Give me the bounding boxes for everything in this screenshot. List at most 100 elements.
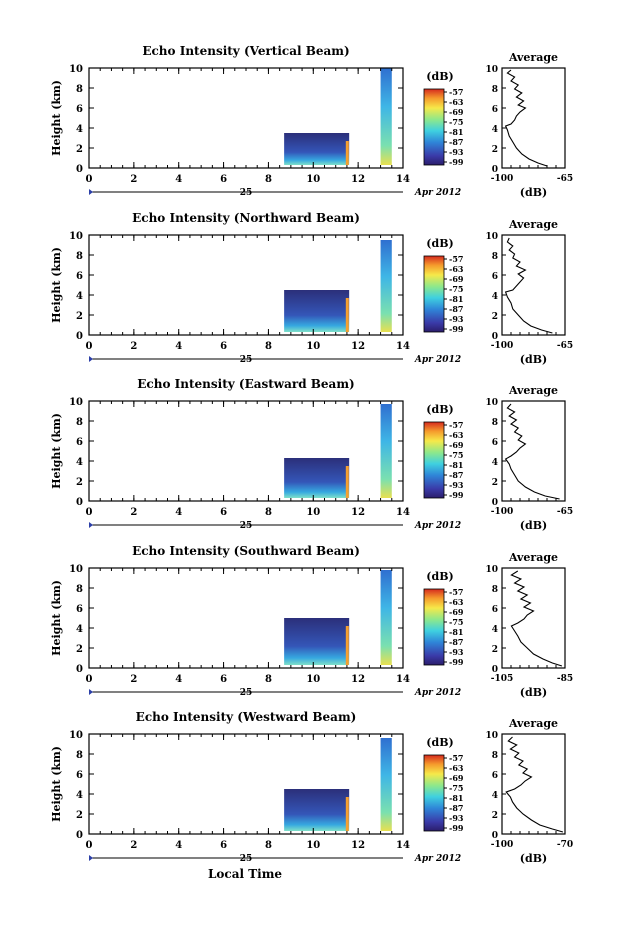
average-y-tick-label: 2 xyxy=(492,811,498,821)
date-axis-marker xyxy=(89,356,93,362)
average-y-tick-label: 2 xyxy=(492,645,498,655)
echo-strong-edge xyxy=(345,797,349,831)
month-label: Apr 2012 xyxy=(414,188,461,198)
colorbar-tick-label: -57 xyxy=(449,87,463,97)
colorbar-unit: (dB) xyxy=(426,70,453,83)
average-x-unit: (dB) xyxy=(520,353,547,366)
y-tick-label: 0 xyxy=(76,331,83,342)
colorbar-tick-label: -69 xyxy=(449,274,464,284)
x-tick-label: 14 xyxy=(396,341,410,352)
x-tick-label: 0 xyxy=(86,507,93,518)
panel-2: Echo Intensity (Eastward Beam) 0 2 4 6 8 10 12 1… xyxy=(50,377,573,532)
colorbar-tick-label: -69 xyxy=(449,440,464,450)
month-label: Apr 2012 xyxy=(414,688,461,698)
colorbar-tick-label: -93 xyxy=(449,314,464,324)
y-tick-label: 8 xyxy=(76,417,83,428)
colorbar-tick-label: -75 xyxy=(449,450,463,460)
colorbar-tick-label: -75 xyxy=(449,783,463,793)
panel-1: Echo Intensity (Northward Beam) 0 2 4 6 8 10 12… xyxy=(50,211,573,366)
y-tick-label: 10 xyxy=(69,730,83,741)
y-axis-label: Height (km) xyxy=(50,746,63,822)
x-tick-label: 8 xyxy=(265,174,272,185)
echo-block xyxy=(380,404,392,498)
average-profile-line xyxy=(504,237,553,334)
x-tick-label: 2 xyxy=(130,507,137,518)
y-tick-label: 6 xyxy=(76,604,83,615)
panel-title: Echo Intensity (Vertical Beam) xyxy=(142,44,349,58)
x-tick-label: 4 xyxy=(175,507,182,518)
y-tick-label: 6 xyxy=(76,104,83,115)
panel-0: Echo Intensity (Vertical Beam) 0 2 4 6 8 10 12 1… xyxy=(50,44,573,199)
y-tick-label: 0 xyxy=(76,664,83,675)
colorbar-tick-label: -87 xyxy=(449,470,463,480)
x-tick-label: 14 xyxy=(396,840,410,851)
colorbar-tick-label: -69 xyxy=(449,773,464,783)
x-tick-label: 12 xyxy=(351,674,365,685)
average-x-tick-label: -100 xyxy=(491,507,514,517)
average-y-tick-label: 8 xyxy=(492,751,498,761)
date-axis-marker xyxy=(89,689,93,695)
average-y-tick-label: 6 xyxy=(492,771,498,781)
colorbar-tick-label: -75 xyxy=(449,117,463,127)
y-tick-label: 8 xyxy=(76,84,83,95)
x-tick-label: 12 xyxy=(351,840,365,851)
average-profile-line xyxy=(504,403,560,500)
x-tick-label: 4 xyxy=(175,174,182,185)
colorbar-tick-label: -93 xyxy=(449,647,464,657)
y-tick-label: 8 xyxy=(76,584,83,595)
colorbar-tick-label: -69 xyxy=(449,107,464,117)
plot-frame xyxy=(88,400,404,502)
y-tick-label: 10 xyxy=(69,564,83,575)
echo-block xyxy=(284,789,350,831)
average-y-tick-label: 0 xyxy=(492,332,498,342)
y-tick-label: 6 xyxy=(76,271,83,282)
colorbar-unit: (dB) xyxy=(426,736,453,749)
month-label: Apr 2012 xyxy=(414,521,461,531)
x-tick-label: 2 xyxy=(130,674,137,685)
y-tick-label: 8 xyxy=(76,251,83,262)
colorbar-tick-label: -93 xyxy=(449,147,464,157)
colorbar-tick-label: -87 xyxy=(449,803,463,813)
x-tick-label: 0 xyxy=(86,341,93,352)
average-x-unit: (dB) xyxy=(520,519,547,532)
average-x-tick-label: -100 xyxy=(491,341,514,351)
x-tick-label: 2 xyxy=(130,840,137,851)
month-label: Apr 2012 xyxy=(414,854,461,864)
average-y-tick-label: 0 xyxy=(492,831,498,841)
y-tick-label: 6 xyxy=(76,770,83,781)
echo-block xyxy=(284,133,350,165)
colorbar-tick-label: -99 xyxy=(449,490,464,500)
colorbar-tick-label: -81 xyxy=(449,294,463,304)
average-y-tick-label: 6 xyxy=(492,105,498,115)
x-tick-label: 6 xyxy=(220,507,227,518)
average-x-tick-label: -85 xyxy=(557,674,573,684)
average-y-tick-label: 2 xyxy=(492,145,498,155)
x-tick-label: 10 xyxy=(306,507,320,518)
panel-title: Echo Intensity (Eastward Beam) xyxy=(137,377,354,391)
average-y-tick-label: 10 xyxy=(485,565,498,575)
colorbar-tick-label: -93 xyxy=(449,813,464,823)
plot-frame xyxy=(88,67,404,169)
echo-block xyxy=(284,290,350,332)
x-tick-label: 6 xyxy=(220,174,227,185)
average-y-tick-label: 8 xyxy=(492,85,498,95)
x-tick-label: 0 xyxy=(86,174,93,185)
x-tick-label: 12 xyxy=(351,174,365,185)
x-tick-label: 6 xyxy=(220,341,227,352)
plot-frame xyxy=(88,234,404,336)
colorbar xyxy=(423,421,445,499)
average-x-tick-label: -70 xyxy=(557,840,573,850)
xaxis-label: Local Time xyxy=(208,867,282,881)
date-label: 25 xyxy=(240,188,253,198)
date-label: 25 xyxy=(240,688,253,698)
colorbar xyxy=(423,255,445,333)
colorbar-tick-label: -57 xyxy=(449,753,463,763)
average-title: Average xyxy=(508,717,558,730)
echo-block xyxy=(380,570,392,665)
x-tick-label: 10 xyxy=(306,341,320,352)
x-tick-label: 0 xyxy=(86,840,93,851)
y-tick-label: 2 xyxy=(76,477,83,488)
colorbar-tick-label: -81 xyxy=(449,793,463,803)
y-tick-label: 0 xyxy=(76,830,83,841)
